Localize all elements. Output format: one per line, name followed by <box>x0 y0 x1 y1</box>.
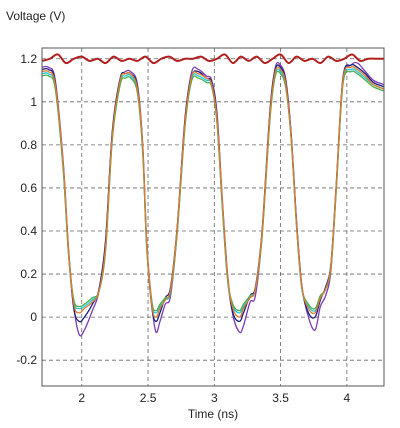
plot-frame <box>41 47 385 387</box>
y-tick-label: -0.2 <box>16 353 37 367</box>
x-tick-label: 2 <box>78 391 85 405</box>
y-tick-label: 0.6 <box>20 181 37 195</box>
series-line-series-orange <box>42 66 384 318</box>
series-line-series-purple <box>42 61 384 337</box>
series-layer <box>42 53 384 337</box>
y-tick-label: 0.2 <box>20 267 37 281</box>
series-line-supply-red <box>42 53 384 65</box>
x-tick-label: 3.5 <box>272 391 289 405</box>
x-tick-label: 4 <box>344 391 351 405</box>
grid-layer <box>42 48 384 386</box>
y-tick-label: 1.2 <box>20 52 37 66</box>
tick-layer: -0.2 0 0.2 0.4 0.6 0.8 1 1.2 2 2.5 3 3.5 4 <box>16 52 350 405</box>
y-tick-label: 0.8 <box>20 138 37 152</box>
y-axis-label: Voltage (V) <box>6 9 65 23</box>
series-line-series-navy <box>42 63 384 323</box>
x-tick-label: 3 <box>211 391 218 405</box>
y-tick-label: 0 <box>30 310 37 324</box>
x-tick-label: 2.5 <box>140 391 157 405</box>
series-line-series-green <box>42 70 384 312</box>
y-tick-label: 1 <box>30 95 37 109</box>
x-axis-label: Time (ns) <box>188 407 238 421</box>
y-tick-label: 0.4 <box>20 224 37 238</box>
series-line-series-cyan <box>42 68 384 314</box>
